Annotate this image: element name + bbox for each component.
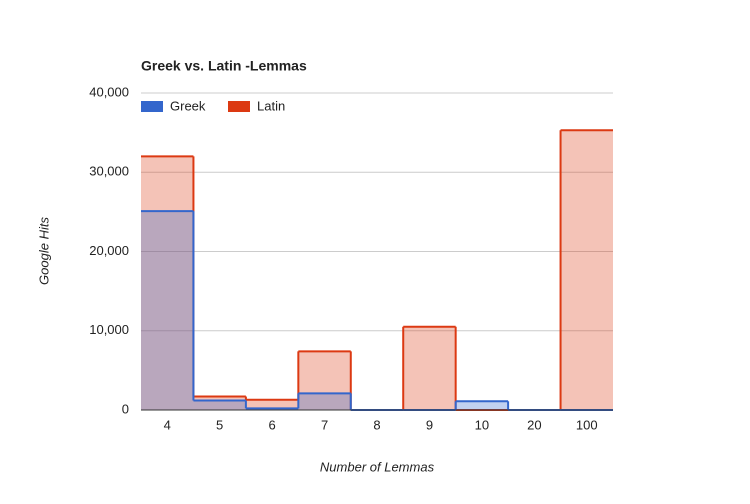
step-area	[141, 156, 194, 410]
legend-swatch	[228, 101, 250, 112]
legend-label: Latin	[257, 98, 285, 113]
step-area	[141, 211, 194, 410]
legend-label: Greek	[170, 98, 206, 113]
y-tick-label: 0	[122, 401, 129, 416]
step-area	[245, 399, 299, 410]
step-area	[560, 130, 613, 410]
chart-title: Greek vs. Latin -Lemmas	[141, 58, 307, 74]
legend-swatch	[141, 101, 163, 112]
x-tick-label: 5	[216, 417, 223, 432]
y-tick-label: 10,000	[89, 322, 129, 337]
y-tick-label: 40,000	[89, 84, 129, 99]
x-tick-label: 6	[268, 417, 275, 432]
x-tick-label: 20	[527, 417, 541, 432]
x-tick-label: 100	[576, 417, 598, 432]
step-area	[403, 326, 456, 410]
step-area	[298, 393, 351, 410]
step-area	[298, 351, 351, 410]
step-area	[193, 400, 246, 410]
x-tick-label: 8	[373, 417, 380, 432]
x-tick-label: 9	[426, 417, 433, 432]
y-axis-title: Google Hits	[36, 217, 51, 285]
step-area	[455, 401, 509, 410]
x-tick-label: 7	[321, 417, 328, 432]
x-tick-label: 10	[475, 417, 489, 432]
y-tick-label: 30,000	[89, 164, 129, 179]
x-tick-label: 4	[164, 417, 171, 432]
x-axis-title: Number of Lemmas	[320, 459, 435, 474]
y-tick-label: 20,000	[89, 243, 129, 258]
